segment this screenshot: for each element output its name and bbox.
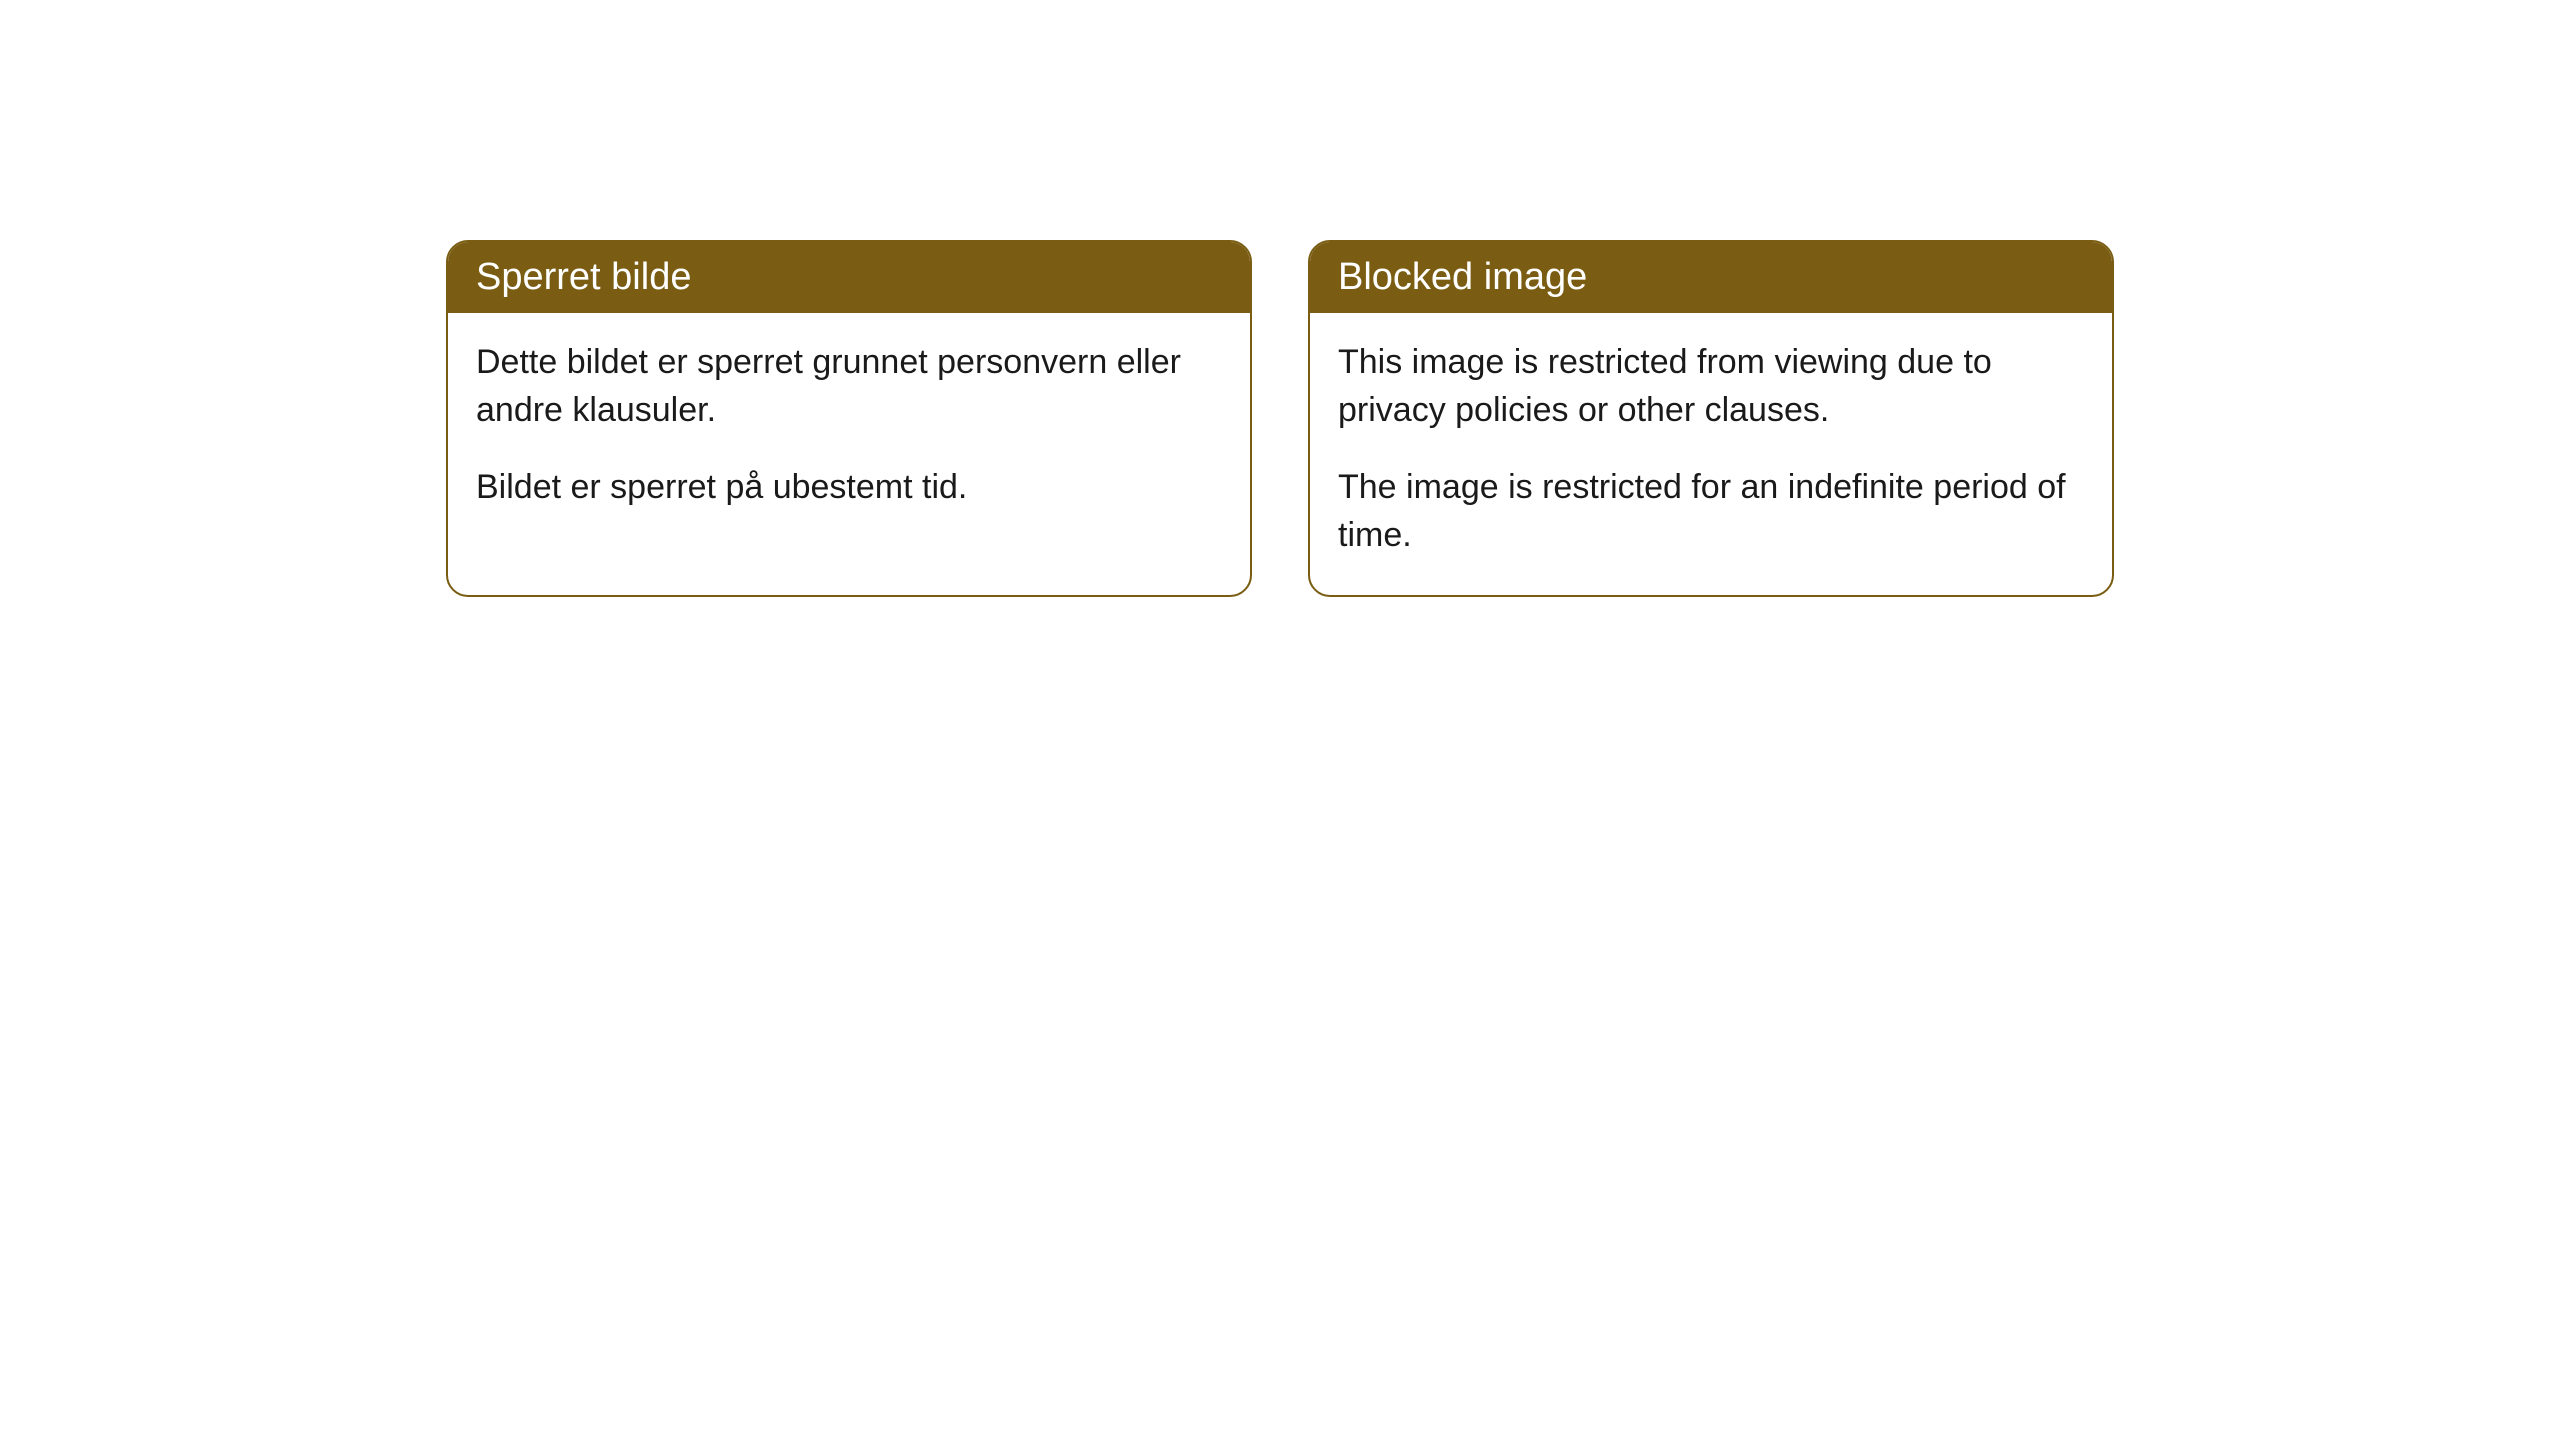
card-body-norwegian: Dette bildet er sperret grunnet personve… bbox=[448, 313, 1250, 548]
card-header-norwegian: Sperret bilde bbox=[448, 242, 1250, 313]
card-norwegian: Sperret bilde Dette bildet er sperret gr… bbox=[446, 240, 1252, 597]
card-text-english-1: This image is restricted from viewing du… bbox=[1338, 339, 2084, 434]
card-body-english: This image is restricted from viewing du… bbox=[1310, 313, 2112, 595]
card-header-english: Blocked image bbox=[1310, 242, 2112, 313]
card-english: Blocked image This image is restricted f… bbox=[1308, 240, 2114, 597]
card-text-english-2: The image is restricted for an indefinit… bbox=[1338, 464, 2084, 559]
card-text-norwegian-1: Dette bildet er sperret grunnet personve… bbox=[476, 339, 1222, 434]
cards-container: Sperret bilde Dette bildet er sperret gr… bbox=[446, 240, 2114, 597]
card-text-norwegian-2: Bildet er sperret på ubestemt tid. bbox=[476, 464, 1222, 512]
